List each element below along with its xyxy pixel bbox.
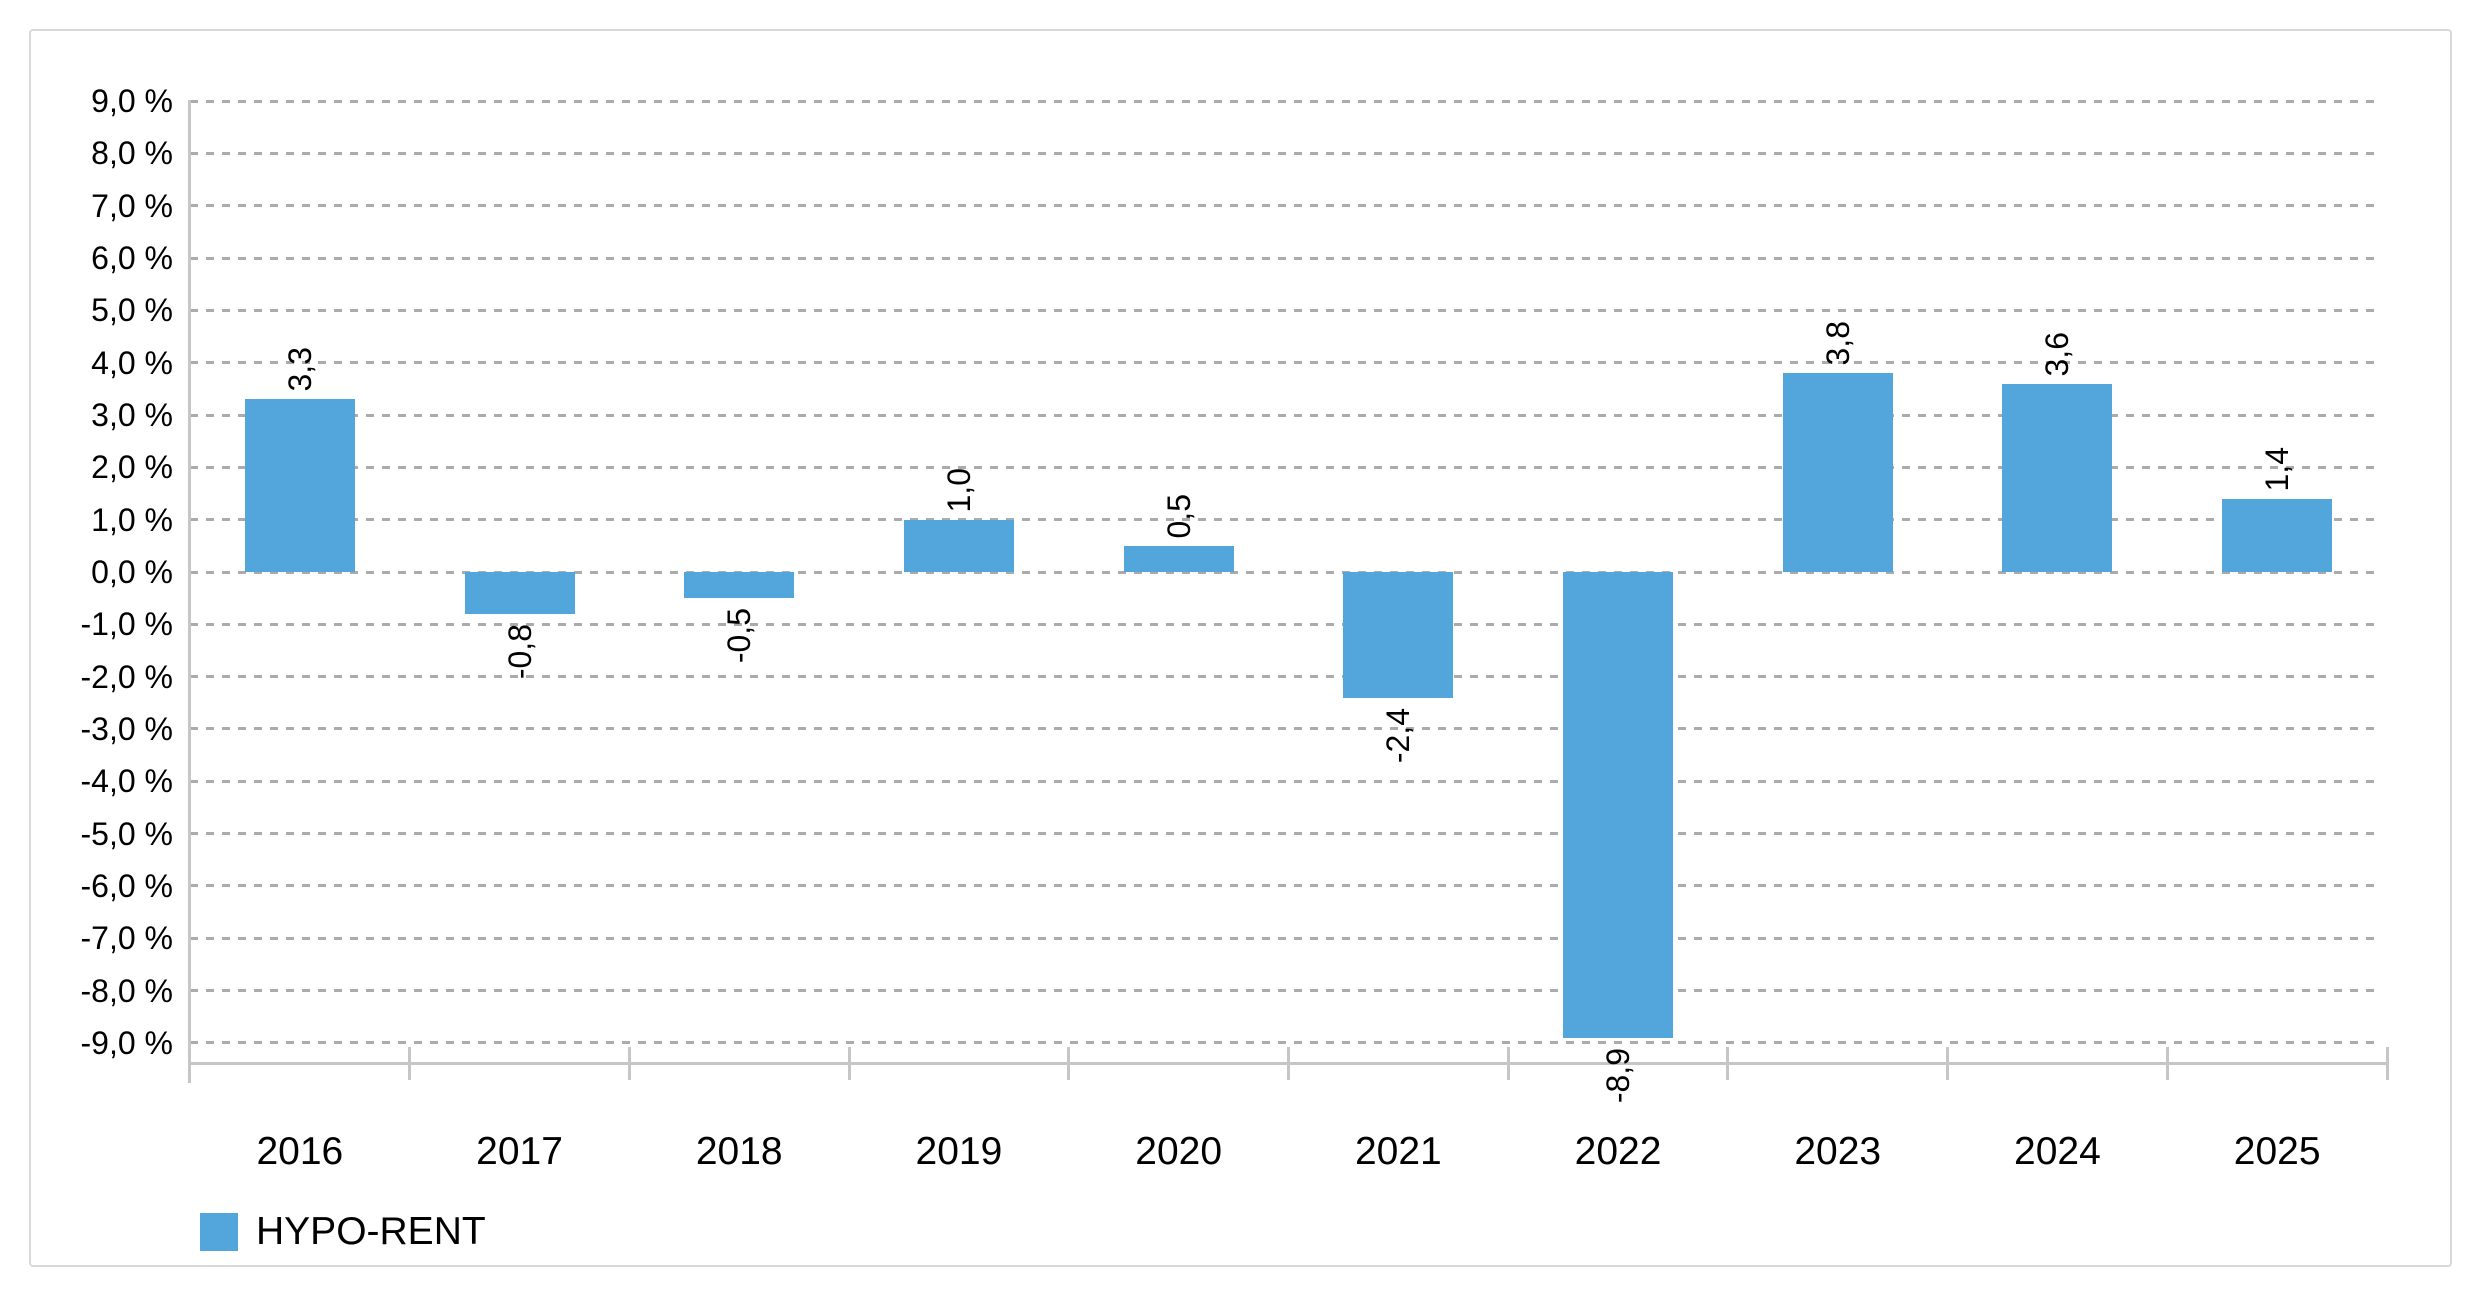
gridline bbox=[190, 884, 2377, 888]
bar-2019 bbox=[903, 519, 1014, 572]
y-axis-tick-label: 3,0 % bbox=[91, 397, 173, 433]
y-axis-tick-label: 0,0 % bbox=[91, 554, 173, 590]
bar-value-label: -2,4 bbox=[1380, 707, 1417, 763]
gridline bbox=[190, 413, 2377, 417]
x-axis-tick bbox=[408, 1047, 412, 1080]
x-axis-tick bbox=[847, 1047, 851, 1080]
y-axis-tick-label: 2,0 % bbox=[91, 449, 173, 486]
bar-value-label: 3,8 bbox=[1819, 321, 1856, 366]
bar-2021 bbox=[1343, 572, 1454, 698]
bar-2025 bbox=[2222, 498, 2333, 572]
gridline bbox=[190, 204, 2377, 208]
x-axis-label-2021: 2021 bbox=[1354, 1130, 1442, 1173]
gridline bbox=[190, 779, 2377, 783]
bar-2024 bbox=[2002, 383, 2113, 572]
x-axis-tick bbox=[1506, 1047, 1510, 1080]
bar-value-label: -8,9 bbox=[1600, 1047, 1637, 1103]
bar-value-label: 3,3 bbox=[281, 347, 318, 392]
gridline bbox=[190, 675, 2377, 679]
gridline bbox=[190, 151, 2377, 155]
y-axis-tick-label: -2,0 % bbox=[80, 658, 173, 695]
gridline bbox=[190, 622, 2377, 626]
bar-value-label: 1,0 bbox=[940, 467, 977, 513]
gridline bbox=[190, 465, 2377, 469]
y-axis-tick-label: -1,0 % bbox=[80, 606, 173, 643]
y-axis-tick-label: 8,0 % bbox=[91, 135, 173, 172]
legend-label: HYPO-RENT bbox=[256, 1210, 486, 1253]
x-axis-tick bbox=[1287, 1047, 1290, 1080]
x-axis-label-2020: 2020 bbox=[1135, 1130, 1223, 1173]
bar-value-label: -0,8 bbox=[501, 623, 538, 679]
x-axis-label-2023: 2023 bbox=[1794, 1130, 1882, 1173]
x-axis-label-2022: 2022 bbox=[1574, 1130, 1662, 1173]
gridline bbox=[190, 1041, 2377, 1045]
x-axis-tick bbox=[1067, 1047, 1071, 1080]
x-axis-tick bbox=[1946, 1047, 1950, 1080]
legend-swatch bbox=[200, 1213, 238, 1251]
gridline bbox=[190, 727, 2377, 731]
y-axis-tick-label: 4,0 % bbox=[91, 344, 173, 381]
card-border bbox=[29, 29, 2452, 1267]
bar-2018 bbox=[684, 572, 795, 599]
bar-2017 bbox=[464, 572, 575, 614]
gridline bbox=[190, 256, 2377, 260]
y-axis-tick-label: -4,0 % bbox=[80, 763, 173, 800]
y-axis-tick-label: -3,0 % bbox=[80, 710, 173, 747]
x-axis-label-2024: 2024 bbox=[2014, 1130, 2101, 1173]
y-axis-tick-label: 1,0 % bbox=[91, 501, 173, 538]
x-axis-label-2025: 2025 bbox=[2233, 1130, 2321, 1173]
x-axis-label-2017: 2017 bbox=[476, 1130, 563, 1173]
bar-value-label: 1,4 bbox=[2259, 446, 2296, 492]
y-axis-tick-label: -5,0 % bbox=[80, 815, 173, 852]
gridline bbox=[190, 308, 2377, 312]
y-axis-tick-label: -9,0 % bbox=[80, 1024, 173, 1061]
bar-value-label: 0,5 bbox=[1160, 493, 1197, 539]
y-axis-line bbox=[188, 100, 191, 1083]
bar-2023 bbox=[1782, 373, 1893, 572]
y-axis-tick-label: 5,0 % bbox=[91, 292, 173, 329]
gridline bbox=[190, 570, 2377, 574]
x-axis-label-2016: 2016 bbox=[256, 1130, 344, 1173]
y-axis-tick-label: 7,0 % bbox=[91, 187, 173, 224]
legend: HYPO-RENT bbox=[200, 1210, 486, 1254]
y-axis-tick-label: -8,0 % bbox=[80, 972, 173, 1009]
bar-2022 bbox=[1563, 572, 1674, 1038]
y-axis-tick-label: -6,0 % bbox=[80, 867, 173, 904]
bar-value-label: -0,5 bbox=[721, 608, 758, 664]
bar-2020 bbox=[1123, 545, 1234, 572]
gridline bbox=[190, 832, 2377, 836]
x-axis-tick bbox=[2165, 1047, 2169, 1080]
y-axis-tick-label: 6,0 % bbox=[91, 240, 173, 277]
x-axis-label-2018: 2018 bbox=[695, 1130, 783, 1173]
x-axis-tick bbox=[2385, 1047, 2389, 1080]
gridline bbox=[190, 989, 2377, 993]
gridline bbox=[190, 99, 2377, 103]
bar-value-label: 3,6 bbox=[2039, 331, 2076, 377]
gridline bbox=[190, 361, 2377, 365]
y-axis-tick-label: -7,0 % bbox=[80, 920, 173, 957]
x-axis-tick bbox=[1726, 1047, 1730, 1080]
gridline bbox=[190, 518, 2377, 522]
x-axis-tick bbox=[627, 1047, 631, 1080]
y-axis-tick-label: 9,0 % bbox=[91, 83, 173, 120]
bar-2016 bbox=[244, 399, 355, 572]
gridline bbox=[190, 936, 2377, 940]
x-axis-label-2019: 2019 bbox=[915, 1130, 1003, 1173]
